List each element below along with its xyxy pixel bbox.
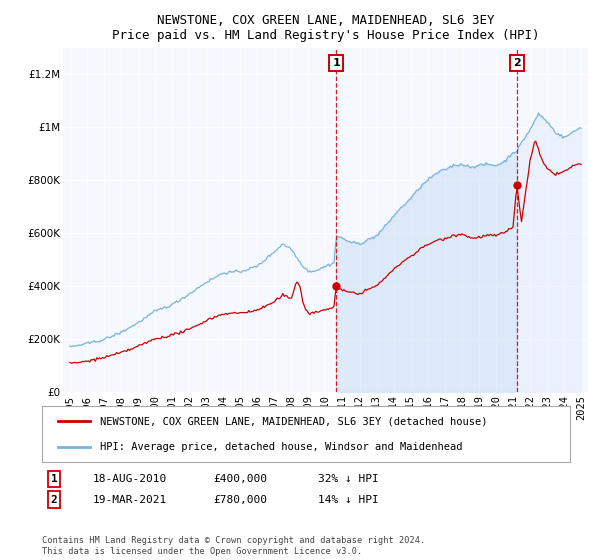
- Text: 18-AUG-2010: 18-AUG-2010: [93, 474, 167, 484]
- Text: HPI: Average price, detached house, Windsor and Maidenhead: HPI: Average price, detached house, Wind…: [100, 442, 463, 452]
- Text: 1: 1: [50, 474, 58, 484]
- Text: 2: 2: [50, 494, 58, 505]
- Text: 19-MAR-2021: 19-MAR-2021: [93, 494, 167, 505]
- Text: 32% ↓ HPI: 32% ↓ HPI: [318, 474, 379, 484]
- Text: £400,000: £400,000: [213, 474, 267, 484]
- Text: 1: 1: [332, 58, 340, 68]
- Text: Contains HM Land Registry data © Crown copyright and database right 2024.
This d: Contains HM Land Registry data © Crown c…: [42, 536, 425, 556]
- Text: 14% ↓ HPI: 14% ↓ HPI: [318, 494, 379, 505]
- Text: 2: 2: [513, 58, 521, 68]
- Text: NEWSTONE, COX GREEN LANE, MAIDENHEAD, SL6 3EY (detached house): NEWSTONE, COX GREEN LANE, MAIDENHEAD, SL…: [100, 416, 488, 426]
- Title: NEWSTONE, COX GREEN LANE, MAIDENHEAD, SL6 3EY
Price paid vs. HM Land Registry's : NEWSTONE, COX GREEN LANE, MAIDENHEAD, SL…: [112, 14, 539, 42]
- Text: £780,000: £780,000: [213, 494, 267, 505]
